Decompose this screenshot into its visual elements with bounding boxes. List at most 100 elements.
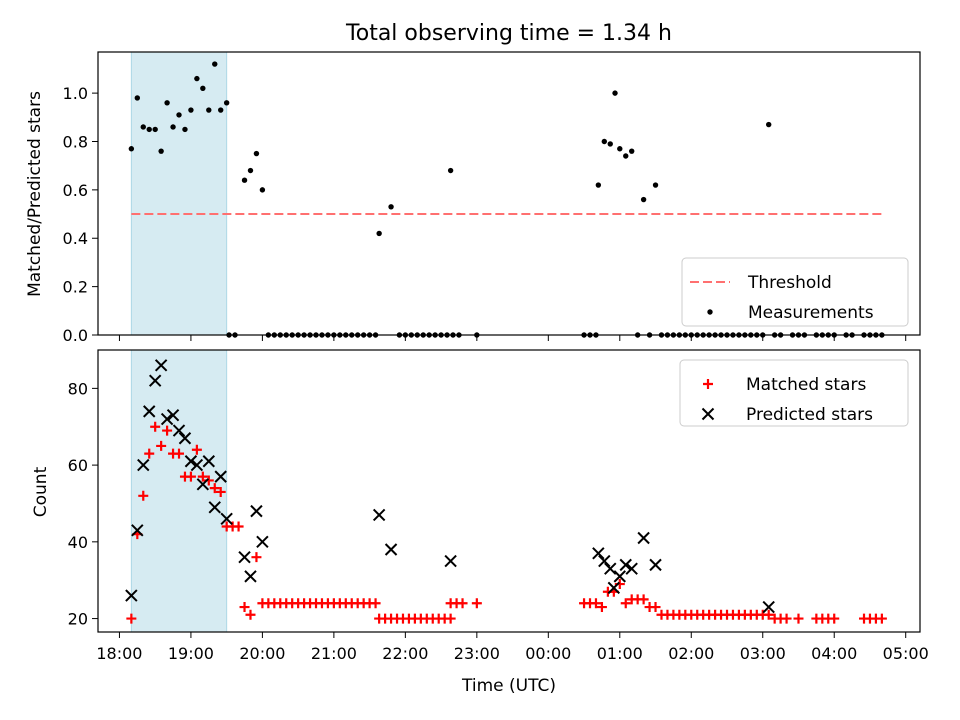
predicted-stars-point [607, 581, 621, 595]
measurement-point [182, 126, 188, 133]
measurement-point [194, 75, 200, 82]
predicted-stars-point [220, 512, 233, 526]
predicted-stars-point [238, 550, 251, 564]
measurement-point [629, 148, 635, 154]
measurement-point [176, 112, 182, 118]
bottom-y-tick-label: 60 [68, 456, 88, 475]
matched-stars-point [215, 486, 226, 497]
measurement-point [607, 141, 613, 147]
top-y-tick-label: 0.0 [63, 326, 88, 345]
predicted-stars-point [143, 405, 156, 418]
x-axis-label: Time (UTC) [461, 676, 556, 696]
top-legend-entry-label: Measurements [748, 303, 874, 323]
top-shaded-region [130, 51, 228, 336]
matched-stars-point [793, 613, 804, 624]
measurement-point [617, 146, 623, 152]
matched-stars-point [233, 521, 244, 532]
predicted-stars-point [598, 554, 611, 568]
measurement-point [200, 85, 206, 91]
x-tick-label: 04:00 [811, 644, 857, 663]
measurement-point [241, 177, 248, 183]
predicted-stars-point [649, 558, 662, 572]
matched-stars-point [197, 471, 208, 482]
bottom-y-tick-label: 20 [68, 610, 88, 629]
matched-stars-point [620, 598, 631, 609]
x-tick-label: 02:00 [668, 644, 714, 663]
matched-stars-point [763, 609, 774, 620]
bottom-y-tick-label: 40 [68, 533, 88, 552]
bottom-y-axis-label: Count [31, 466, 51, 517]
matched-stars-point [245, 609, 256, 620]
predicted-stars-point [184, 455, 198, 468]
matched-stars-point [251, 552, 262, 563]
matched-stars-point [596, 602, 607, 613]
measurement-point [152, 126, 158, 133]
predicted-stars-point [148, 374, 162, 387]
bottom-legend-entry-label: Predicted stars [746, 405, 873, 425]
bottom-axes-frame [97, 349, 921, 633]
predicted-stars-point [256, 535, 269, 549]
matched-stars-point [239, 602, 250, 613]
predicted-stars-point [613, 570, 626, 583]
bottom-legend-entry-label: Matched stars [746, 375, 866, 395]
bottom-legend-predicted-swatch [701, 407, 715, 421]
predicted-stars-point [196, 478, 210, 491]
measurement-point [259, 187, 266, 193]
measurement-point [640, 196, 647, 203]
measurement-point [253, 150, 260, 157]
measurement-point [140, 124, 146, 130]
matched-stars-point [829, 613, 840, 624]
bottom-shaded-region [130, 349, 228, 633]
matched-stars-point [781, 613, 792, 624]
predicted-stars-point [125, 589, 138, 602]
matched-stars-point [162, 425, 173, 436]
measurement-point [218, 107, 224, 113]
measurement-point [376, 230, 382, 237]
measurement-point [623, 153, 629, 159]
predicted-stars-point [244, 570, 257, 583]
measurement-point [128, 146, 135, 152]
top-legend-frame [681, 257, 909, 327]
matched-stars-point [209, 483, 220, 494]
matched-stars-point [126, 613, 137, 624]
predicted-stars-point [372, 508, 386, 522]
measurement-point [146, 126, 152, 133]
measurement-point [388, 204, 394, 210]
x-tick-label: 23:00 [454, 644, 500, 663]
bottom-legend: Matched stars Predicted stars [679, 359, 909, 427]
measurement-point [170, 124, 176, 130]
predicted-stars-point [208, 501, 221, 514]
predicted-stars-point [762, 600, 775, 614]
matched-stars-point [638, 594, 649, 605]
top-y-tick-label: 0.2 [63, 278, 88, 297]
predicted-stars-point [384, 543, 398, 556]
measurement-point [164, 100, 170, 106]
matched-stars-point [590, 598, 601, 609]
predicted-stars-point [592, 547, 605, 560]
matched-stars-point [174, 448, 185, 459]
x-tick-label: 01:00 [597, 644, 643, 663]
predicted-stars-point [619, 558, 632, 572]
top-legend: Threshold Measurements [681, 257, 909, 327]
x-tick-label: 19:00 [168, 644, 214, 663]
measurement-point [247, 167, 254, 174]
matched-stars-point [138, 490, 149, 501]
matched-stars-point [457, 598, 468, 609]
predicted-stars-point [250, 504, 263, 518]
top-y-tick-label: 0.6 [63, 181, 88, 200]
measurement-point [188, 107, 194, 113]
measurement-point [601, 138, 608, 145]
measurement-point [447, 167, 454, 174]
measurement-point [212, 61, 218, 67]
predicted-stars-point [178, 432, 192, 445]
top-legend-entry-label: Threshold [747, 273, 832, 293]
matched-stars-point [876, 613, 887, 624]
predicted-stars-point [137, 458, 150, 472]
measurement-point [158, 148, 164, 154]
predicted-stars-point [190, 458, 204, 472]
top-y-tick-label: 0.4 [63, 229, 88, 248]
top-axes-frame [97, 51, 921, 336]
predicted-stars-point [172, 424, 186, 437]
predicted-stars-point [444, 554, 457, 568]
